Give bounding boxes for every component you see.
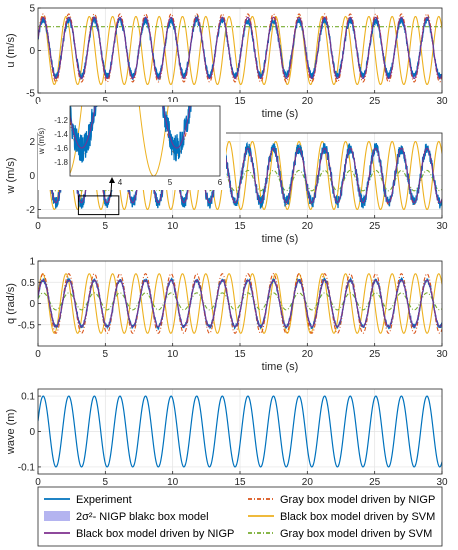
legend-label: Gray box model driven by SVM bbox=[280, 528, 432, 540]
legend-entry: Experiment bbox=[44, 494, 132, 506]
inset-y-axis-label: w (m/s) bbox=[37, 128, 46, 156]
y-axis-label: wave (m) bbox=[5, 409, 17, 455]
x-tick-label: 10 bbox=[167, 96, 179, 107]
inset-x-tick-label: 4 bbox=[118, 178, 123, 187]
x-tick-label: 15 bbox=[234, 221, 246, 232]
y-tick-label: -5 bbox=[26, 89, 35, 100]
x-tick-label: 5 bbox=[103, 221, 109, 232]
inset-y-tick-label: -1.4 bbox=[54, 130, 68, 139]
x-tick-label: 20 bbox=[302, 349, 314, 360]
x-tick-label: 5 bbox=[103, 477, 109, 488]
inset-axes-box bbox=[69, 105, 221, 177]
y-axis-label: w (m/s) bbox=[5, 157, 17, 194]
series-line bbox=[38, 13, 442, 83]
x-tick-label: 0 bbox=[35, 349, 41, 360]
y-tick-label: -0.5 bbox=[18, 320, 36, 331]
x-tick-label: 10 bbox=[167, 221, 179, 232]
legend-swatch bbox=[44, 511, 70, 521]
legend-label: Experiment bbox=[76, 494, 132, 506]
inset-background bbox=[38, 102, 226, 190]
y-tick-label: 0.1 bbox=[21, 392, 35, 403]
x-tick-label: 25 bbox=[369, 349, 381, 360]
series-line bbox=[38, 279, 442, 328]
y-tick-label: -0.1 bbox=[18, 462, 36, 473]
legend: Experiment Gray box model driven by NIGP 2… bbox=[37, 486, 443, 547]
inset-series-line bbox=[70, 106, 169, 176]
legend-label: Gray box model driven by NIGP bbox=[280, 494, 435, 506]
x-tick-label: 20 bbox=[302, 221, 314, 232]
x-tick-label: 0 bbox=[35, 477, 41, 488]
x-tick-label: 5 bbox=[103, 349, 109, 360]
x-tick-label: 20 bbox=[302, 96, 314, 107]
x-tick-label: 25 bbox=[369, 96, 381, 107]
x-tick-label: 15 bbox=[234, 477, 246, 488]
y-tick-label: 0 bbox=[29, 299, 35, 310]
series-line bbox=[38, 16, 442, 80]
x-tick-label: 30 bbox=[436, 349, 448, 360]
x-axis-label: time (s) bbox=[262, 233, 299, 245]
series-group bbox=[38, 395, 442, 468]
series-group bbox=[38, 273, 442, 334]
x-tick-label: 10 bbox=[167, 349, 179, 360]
legend-entry: Black box model driven by SVM bbox=[248, 511, 435, 523]
inset-series-line bbox=[70, 106, 191, 149]
legend-label: Black box model driven by SVM bbox=[280, 511, 435, 523]
y-tick-label: -2 bbox=[26, 205, 35, 216]
inset-y-tick-label: -1.8 bbox=[54, 158, 68, 167]
series-line bbox=[38, 15, 442, 86]
y-tick-label: 5 bbox=[29, 4, 35, 15]
x-tick-label: 10 bbox=[167, 477, 179, 488]
inset-series bbox=[70, 106, 192, 176]
series-line bbox=[38, 395, 442, 468]
series-group bbox=[38, 13, 442, 86]
x-tick-label: 30 bbox=[436, 96, 448, 107]
x-tick-label: 30 bbox=[436, 477, 448, 488]
y-tick-label: 1 bbox=[29, 257, 35, 268]
zoom-arrow-head bbox=[109, 177, 115, 183]
y-tick-label: 0.5 bbox=[21, 278, 35, 289]
legend-label: 2σ²- NIGP blakc box model bbox=[76, 511, 209, 523]
legend-entry: 2σ²- NIGP blakc box model bbox=[44, 511, 209, 523]
x-tick-label: 15 bbox=[234, 96, 246, 107]
inset-series-line bbox=[70, 106, 192, 163]
x-tick-label: 30 bbox=[436, 221, 448, 232]
y-tick-label: 2 bbox=[29, 137, 35, 148]
x-tick-label: 20 bbox=[302, 477, 314, 488]
inset-chart: 4 5 6 -1.2 -1.4 -1.6 -1.8 w (m/s) bbox=[37, 102, 226, 196]
x-tick-label: 25 bbox=[369, 221, 381, 232]
inset-x-tick-label: 5 bbox=[168, 178, 173, 187]
x-tick-label: 0 bbox=[35, 221, 41, 232]
y-tick-label: 0 bbox=[29, 427, 35, 438]
legend-entry: Black box model driven by NIGP bbox=[44, 528, 234, 540]
y-tick-label: 0 bbox=[29, 171, 35, 182]
legend-entry: Gray box model driven by SVM bbox=[248, 528, 432, 540]
x-tick-label: 25 bbox=[369, 477, 381, 488]
y-tick-label: 0 bbox=[29, 46, 35, 57]
legend-entry: Gray box model driven by NIGP bbox=[248, 494, 435, 506]
x-tick-label: 0 bbox=[35, 96, 41, 107]
chart-panel-2: 0 5 10 15 20 25 30 -0.5 0 0.5 1 time (s) q (rad/s) bbox=[5, 257, 448, 374]
inset-x-tick-label: 6 bbox=[218, 178, 223, 187]
x-axis-label: time (s) bbox=[262, 108, 299, 120]
x-tick-label: 5 bbox=[103, 96, 109, 107]
y-axis-label: u (m/s) bbox=[5, 33, 17, 67]
x-tick-label: 15 bbox=[234, 349, 246, 360]
legend-label: Black box model driven by NIGP bbox=[76, 528, 234, 540]
legend-box bbox=[37, 486, 443, 547]
y-axis-label: q (rad/s) bbox=[5, 283, 17, 324]
zoom-box bbox=[77, 195, 120, 216]
inset-y-tick-label: -1.6 bbox=[54, 144, 68, 153]
series-line bbox=[38, 147, 442, 204]
series-line bbox=[38, 273, 442, 334]
chart-panel-3: 0 5 10 15 20 25 30 -0.1 0 0.1 wave (m) bbox=[5, 388, 448, 488]
inset-y-tick-label: -1.2 bbox=[54, 116, 68, 125]
x-axis-label: time (s) bbox=[262, 361, 299, 373]
